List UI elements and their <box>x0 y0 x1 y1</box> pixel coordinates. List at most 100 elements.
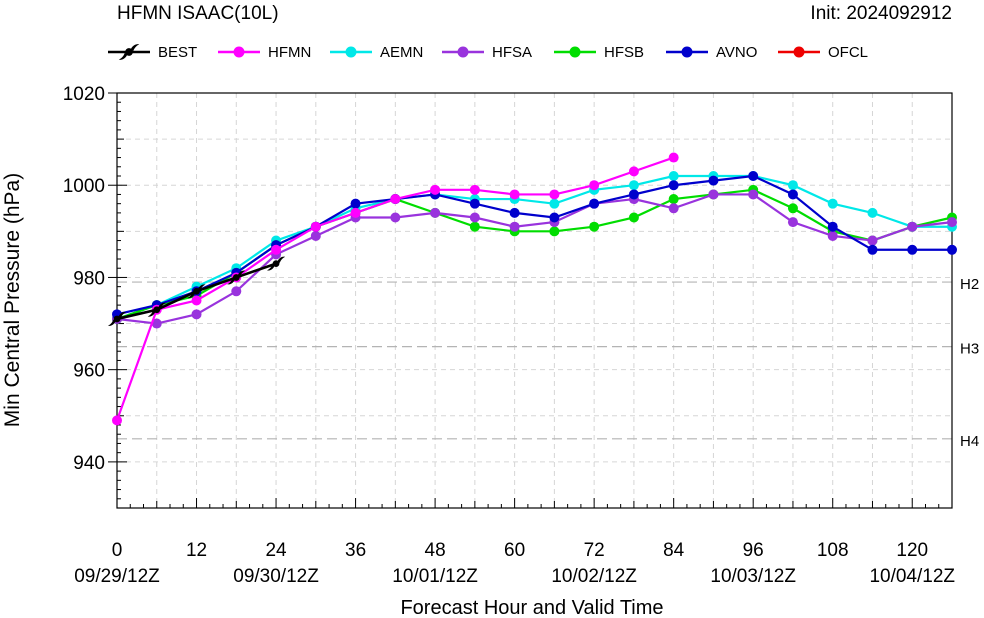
data-point-hfsa <box>430 207 441 218</box>
data-point-avno <box>668 180 679 191</box>
data-point-hfsa <box>867 235 878 246</box>
data-point-avno <box>748 171 759 181</box>
y-tick-label: 1020 <box>63 84 105 105</box>
data-point-hfmn <box>430 184 441 195</box>
legend-marker <box>233 46 245 58</box>
data-point-hfsb <box>469 221 480 232</box>
data-point-avno <box>469 198 480 209</box>
legend-label: HFMN <box>268 44 311 61</box>
legend-marker <box>345 46 357 58</box>
x-tick-label: 84 <box>663 540 685 561</box>
data-point-hfsb <box>589 221 600 232</box>
legend-label: HFSB <box>604 44 644 61</box>
x-axis-label: Forecast Hour and Valid Time <box>400 597 663 618</box>
legend-item-hfsa: HFSA <box>442 44 532 61</box>
data-point-hfsb <box>668 194 679 205</box>
data-point-hfmn <box>350 207 361 218</box>
series-hfsa <box>112 189 957 329</box>
data-point-avno <box>867 244 878 255</box>
x-tick-label: 60 <box>504 540 525 561</box>
date-tick-label: 09/30/12Z <box>233 566 319 587</box>
legend: BEST HFMN AEMN HFSA HFSB AVNO OFCL <box>108 44 868 61</box>
data-point-best <box>227 270 246 285</box>
data-point-hfmn <box>589 180 600 191</box>
data-point-hfmn <box>271 244 282 255</box>
data-point-best <box>147 302 166 317</box>
legend-label: OFCL <box>828 44 868 61</box>
series-line-aemn <box>116 174 952 320</box>
date-tick-label: 10/03/12Z <box>710 566 796 587</box>
x-tick-label: 108 <box>817 540 849 561</box>
data-point-hfsa <box>310 230 321 241</box>
x-tick-label: 48 <box>425 540 446 561</box>
data-point-hfsa <box>947 217 957 228</box>
data-point-hfsa <box>907 221 918 232</box>
legend-marker <box>457 46 469 58</box>
date-tick-label: 10/01/12Z <box>392 566 478 587</box>
legend-item-ofcl: OFCL <box>778 44 868 61</box>
y-axis-label: Min Central Pressure (hPa) <box>1 173 24 427</box>
series-line-avno <box>116 174 952 316</box>
data-point-best <box>187 284 206 299</box>
legend-label: AEMN <box>380 44 423 61</box>
legend-label: BEST <box>158 44 197 61</box>
data-point-avno <box>907 244 918 255</box>
data-point-hfsa <box>708 189 719 200</box>
data-point-avno <box>947 244 957 255</box>
title-right: Init: 2024092912 <box>810 3 952 24</box>
grid <box>117 93 952 508</box>
series-best <box>108 256 286 326</box>
legend-label: HFSA <box>492 44 532 61</box>
data-point-hfsa <box>469 212 480 223</box>
data-point-hfsa <box>151 318 162 329</box>
data-point-aemn <box>628 180 639 191</box>
data-point-avno <box>509 207 520 218</box>
legend-item-hfsb: HFSB <box>554 44 644 61</box>
data-point-hfmn <box>310 221 321 232</box>
data-point-aemn <box>549 198 560 209</box>
y-tick-label: 1000 <box>63 176 105 197</box>
data-point-hfsa <box>231 286 242 297</box>
axis-ticks: 0 12 24 36 48 60 72 84 96 108 120 09/29/12Z 09/30/12… <box>63 84 956 587</box>
legend-item-avno: AVNO <box>666 44 757 61</box>
x-tick-label: 36 <box>345 540 366 561</box>
y-tick-label: 960 <box>73 361 105 382</box>
x-tick-label: 24 <box>265 540 287 561</box>
data-point-hfmn <box>509 189 520 200</box>
data-point-aemn <box>827 198 838 209</box>
data-point-hfsa <box>390 212 401 223</box>
data-point-hfmn <box>549 189 560 200</box>
legend-marker <box>681 46 693 58</box>
data-point-avno <box>628 189 639 200</box>
date-tick-label: 10/02/12Z <box>551 566 637 587</box>
x-tick-label: 72 <box>584 540 605 561</box>
title-left: HFMN ISAAC(10L) <box>117 3 279 24</box>
data-point-avno <box>589 198 600 209</box>
date-tick-label: 09/29/12Z <box>74 566 160 587</box>
x-tick-label: 0 <box>112 540 123 561</box>
data-point-hfsa <box>509 221 520 232</box>
data-point-hfmn <box>390 194 401 205</box>
data-point-hfsa <box>748 189 759 200</box>
data-point-hfsb <box>628 212 639 223</box>
data-point-hfsb <box>549 226 560 237</box>
data-point-best <box>267 256 286 271</box>
data-point-hfmn <box>191 295 202 306</box>
x-tick-label: 96 <box>743 540 764 561</box>
legend-item-aemn: AEMN <box>330 44 423 61</box>
threshold-label: H3 <box>960 341 979 358</box>
data-point-aemn <box>867 207 878 218</box>
data-point-hfsa <box>827 230 838 241</box>
legend-marker <box>793 46 805 58</box>
data-point-avno <box>549 212 560 223</box>
threshold-lines: H2 H3 H4 <box>117 276 979 450</box>
legend-label: AVNO <box>716 44 757 61</box>
series-lines <box>108 152 957 426</box>
threshold-label: H2 <box>960 276 979 293</box>
data-point-best <box>108 312 126 326</box>
data-point-aemn <box>668 171 679 181</box>
date-tick-label: 10/04/12Z <box>869 566 955 587</box>
data-point-avno <box>787 189 798 200</box>
data-point-hfmn <box>668 152 679 163</box>
